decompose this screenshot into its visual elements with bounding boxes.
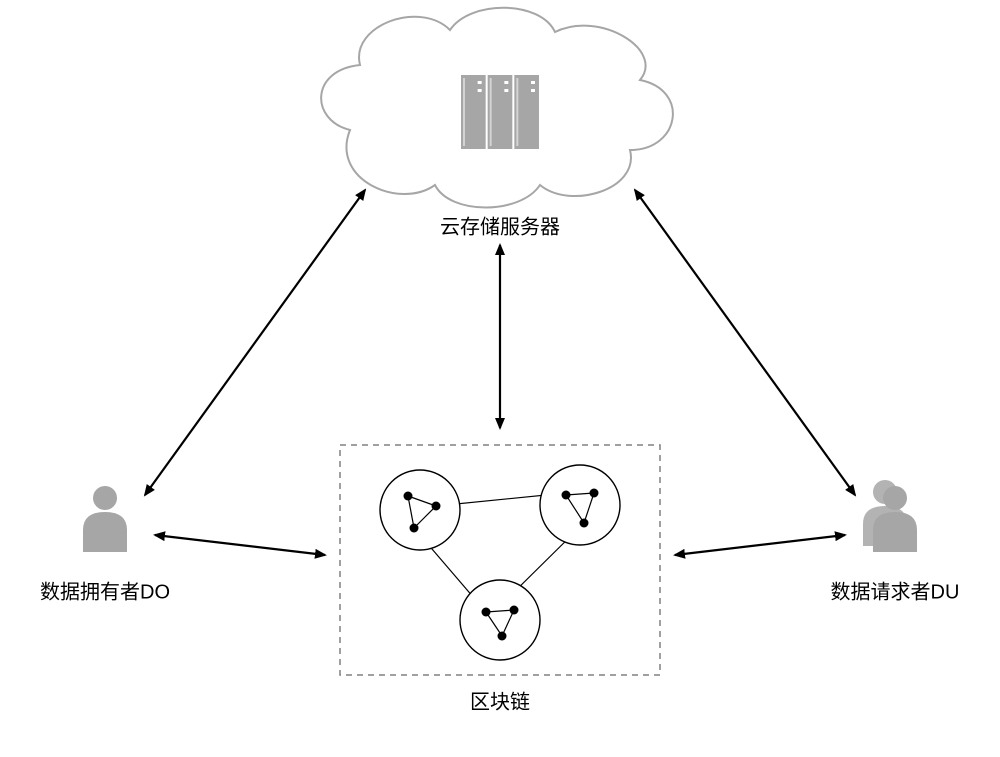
- blockchain-cluster: [540, 465, 620, 545]
- blockchain-node: [498, 632, 507, 641]
- blockchain-node: [510, 606, 519, 615]
- cloud-layer: [321, 8, 673, 208]
- data-requester-label: 数据请求者DU: [831, 576, 960, 605]
- blockchain-node: [580, 519, 589, 528]
- blockchain-node: [482, 608, 491, 617]
- blockchain-cluster: [380, 470, 460, 550]
- connection-arrow: [155, 535, 325, 555]
- blockchain-node: [410, 524, 419, 533]
- blockchain-node: [590, 489, 599, 498]
- blockchain-layer: [340, 445, 660, 675]
- data-requester-icon: [863, 480, 917, 552]
- blockchain-node: [562, 491, 571, 500]
- blockchain-cluster: [460, 580, 540, 660]
- connection-arrow: [145, 190, 365, 495]
- connection-arrow: [675, 535, 845, 555]
- connection-arrow: [635, 190, 855, 495]
- data-owner-label: 数据拥有者DO: [40, 576, 170, 605]
- data-owner-icon: [83, 486, 127, 552]
- cloud-label: 云存储服务器: [440, 211, 560, 240]
- diagram-canvas: [0, 0, 1000, 757]
- blockchain-node: [404, 492, 413, 501]
- blockchain-node: [432, 502, 441, 511]
- blockchain-label: 区块链: [470, 686, 530, 715]
- arrows-layer: [145, 190, 855, 555]
